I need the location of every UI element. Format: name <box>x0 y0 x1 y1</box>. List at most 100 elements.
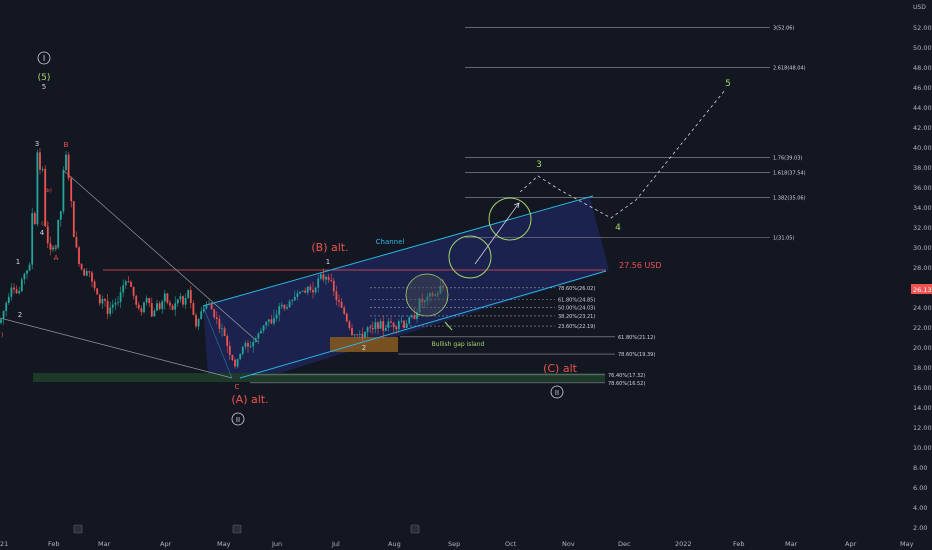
candle-body <box>390 321 392 323</box>
candle-body <box>408 317 411 324</box>
y-tick-label: 48.00 <box>913 64 932 72</box>
y-tick-label: 8.00 <box>913 464 927 472</box>
channel-edge <box>202 305 233 379</box>
fib-label: 61.80%(21.12) <box>618 335 655 341</box>
candle-body <box>293 296 296 301</box>
fib-label: 61.80%(24.85) <box>558 298 595 304</box>
candle-body <box>15 289 18 294</box>
candle-body <box>265 321 268 326</box>
candle-body <box>70 178 73 202</box>
x-tick-label: Mar <box>785 540 798 548</box>
candle-body <box>20 279 23 292</box>
candle-body <box>54 247 57 249</box>
candle-body <box>226 335 229 346</box>
candle-body <box>387 321 390 329</box>
wave-1-label: 1 <box>16 258 20 266</box>
candle-body <box>291 300 294 302</box>
x-tick-label: Feb <box>48 540 60 548</box>
y-tick-label: 38.00 <box>913 164 932 172</box>
wave-b-label: B <box>64 141 69 149</box>
sub-wave-4-label: 4 <box>615 223 621 233</box>
candle-body <box>2 310 5 320</box>
y-tick-label: 42.00 <box>913 124 932 132</box>
candle-body <box>286 307 288 309</box>
x-tick-label: Sep <box>448 540 460 548</box>
earnings-marker-1[interactable] <box>73 524 83 534</box>
candle-body <box>189 290 192 304</box>
candle-body <box>171 305 174 310</box>
arrowhead-1 <box>513 202 520 209</box>
c-alt-label: (C) alt <box>543 362 578 375</box>
candle-body <box>26 270 28 274</box>
y-tick-label: 30.00 <box>913 244 932 252</box>
roman-one-circle <box>37 51 51 65</box>
candle-body <box>395 326 398 330</box>
candle-body <box>301 290 304 292</box>
candle-body <box>192 303 195 315</box>
candle-body <box>343 307 346 314</box>
wave-a-label: A <box>54 254 59 262</box>
candle-body <box>319 274 322 279</box>
candle-body <box>7 296 10 303</box>
fib-label: 23.60%(22.19) <box>558 324 595 330</box>
y-tick-label: 10.00 <box>913 444 932 452</box>
candle-body <box>364 331 366 338</box>
time-axis[interactable]: 21 Feb Mar Apr May Jun Jul Aug Sep Oct Nov Dec 2022 F… <box>0 540 914 548</box>
candle-body <box>122 285 125 293</box>
candle-body <box>218 318 221 329</box>
sub-wave-1-label: 1 <box>326 258 330 266</box>
channel-label: Channel <box>376 238 405 246</box>
candlestick-series <box>0 148 444 369</box>
candle-body <box>114 302 117 305</box>
candle-body <box>400 320 403 322</box>
candle-body <box>88 271 91 273</box>
candle-body <box>252 341 255 347</box>
candle-body <box>228 345 231 356</box>
x-tick-label: Aug <box>388 540 401 548</box>
candle-body <box>179 296 182 300</box>
fib-label: 2.618(48.04) <box>773 66 806 72</box>
candle-body <box>104 298 106 301</box>
candle-body <box>72 201 75 238</box>
candle-body <box>369 327 372 329</box>
projection-path <box>519 89 726 219</box>
candle-body <box>98 294 101 304</box>
candle-body <box>119 292 122 303</box>
wave-a-sub-label: (a) <box>41 221 49 227</box>
earnings-marker-3[interactable] <box>410 524 420 534</box>
candle-body <box>127 281 130 283</box>
channel-fill <box>203 198 609 380</box>
y-tick-label: 32.00 <box>913 224 932 232</box>
candle-body <box>174 303 177 310</box>
candle-body <box>267 319 270 322</box>
roman-two-left-label: II <box>236 416 240 424</box>
channel-lower <box>239 270 607 379</box>
earnings-marker-2[interactable] <box>232 524 242 534</box>
candle-body <box>340 301 343 308</box>
candle-body <box>270 319 273 324</box>
candle-body <box>197 319 200 327</box>
y-tick-label: 34.00 <box>913 204 932 212</box>
candle-body <box>413 315 416 319</box>
candle-body <box>382 321 385 331</box>
candle-body <box>153 310 156 317</box>
candle-body <box>111 304 114 308</box>
candle-body <box>5 302 8 311</box>
fib-label: 76.40%(17.32) <box>608 373 645 379</box>
candle-body <box>312 289 314 293</box>
candle-body <box>288 301 291 308</box>
y-tick-label: 50.00 <box>913 44 932 52</box>
candle-body <box>75 237 78 248</box>
candle-body <box>106 300 109 314</box>
projection-arrow-up <box>474 202 520 265</box>
candle-body <box>345 313 348 322</box>
left-edge-label: ) <box>1 332 3 339</box>
candle-body <box>306 286 309 293</box>
candle-body <box>241 346 244 354</box>
candle-body <box>377 322 379 329</box>
candle-body <box>384 328 387 331</box>
projection-circle-1 <box>448 235 492 279</box>
x-tick-label: Nov <box>562 540 575 548</box>
y-tick-label: 6.00 <box>913 484 927 492</box>
